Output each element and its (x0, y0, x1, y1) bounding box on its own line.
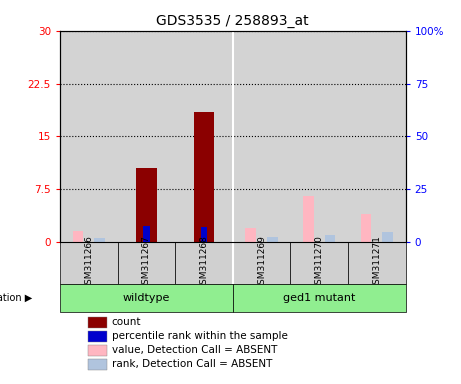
Text: count: count (112, 317, 141, 327)
Text: GSM311267: GSM311267 (142, 235, 151, 290)
Bar (233, 283, 406, 312)
Title: GDS3535 / 258893_at: GDS3535 / 258893_at (156, 14, 309, 28)
Bar (88, 317, 106, 328)
Bar (136, 168, 156, 242)
Bar (143, 226, 150, 242)
Bar (267, 237, 278, 242)
Bar (348, 242, 406, 283)
Text: ged1 mutant: ged1 mutant (283, 293, 355, 303)
Bar (233, 242, 290, 283)
Text: GSM311268: GSM311268 (200, 235, 208, 290)
Bar (325, 235, 336, 242)
Bar (88, 359, 106, 370)
Bar (118, 242, 175, 283)
Bar (382, 232, 393, 242)
Bar (361, 214, 372, 242)
Text: rank, Detection Call = ABSENT: rank, Detection Call = ABSENT (112, 359, 272, 369)
Text: wildtype: wildtype (123, 293, 170, 303)
Bar (245, 228, 256, 242)
Text: GSM311266: GSM311266 (84, 235, 93, 290)
Bar (194, 112, 214, 242)
Bar (60, 242, 118, 283)
Text: value, Detection Call = ABSENT: value, Detection Call = ABSENT (112, 345, 277, 355)
Bar (60, 283, 233, 312)
Bar (88, 345, 106, 356)
Text: GSM311270: GSM311270 (315, 235, 324, 290)
Bar (94, 238, 105, 242)
Text: percentile rank within the sample: percentile rank within the sample (112, 331, 288, 341)
Bar (72, 232, 83, 242)
Text: GSM311271: GSM311271 (372, 235, 381, 290)
Bar (201, 227, 207, 242)
Text: GSM311269: GSM311269 (257, 235, 266, 290)
Text: genotype/variation ▶: genotype/variation ▶ (0, 293, 32, 303)
Bar (290, 242, 348, 283)
Bar (303, 196, 314, 242)
Bar (175, 242, 233, 283)
Bar (88, 331, 106, 342)
